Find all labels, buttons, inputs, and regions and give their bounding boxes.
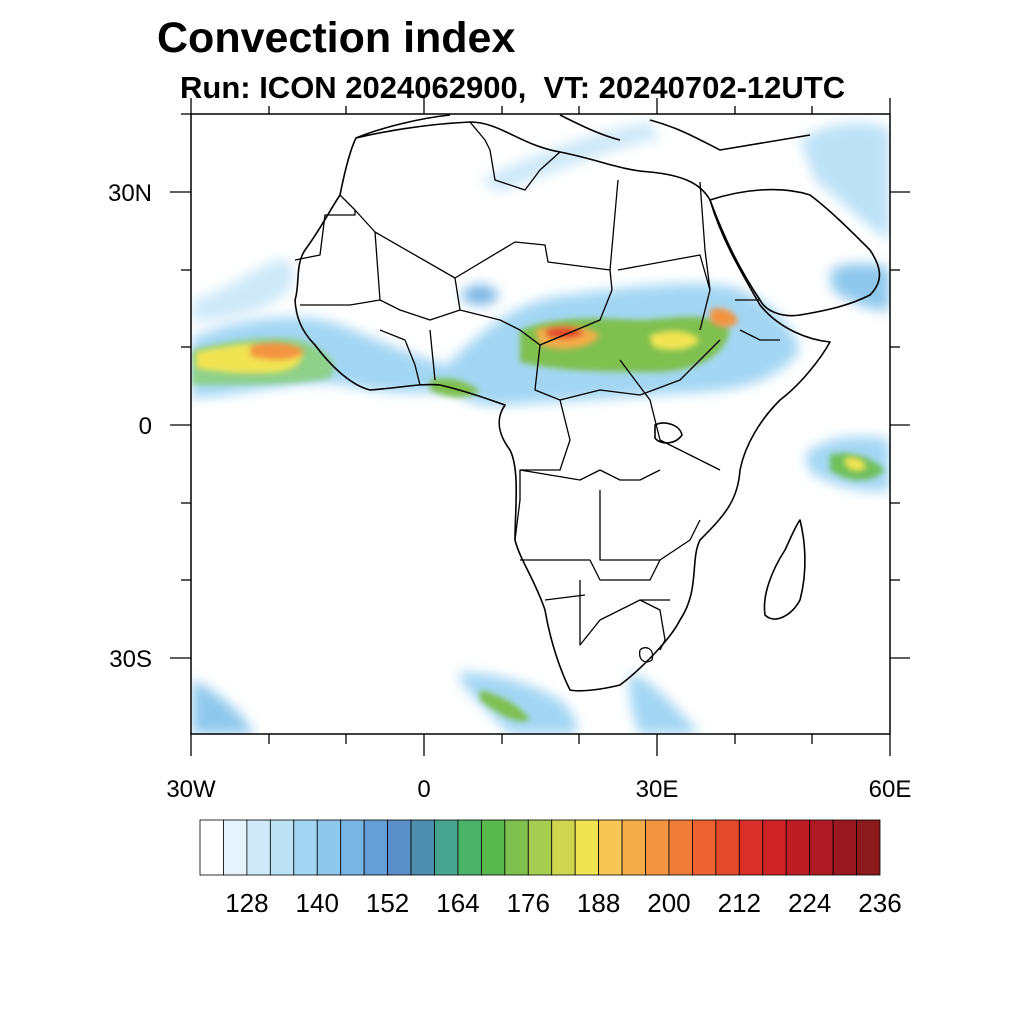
africa-coastline [294, 121, 831, 692]
colorbar-swatch [410, 819, 435, 876]
colorbar-label: 152 [366, 888, 409, 918]
colorbar-swatch [363, 819, 388, 876]
colorbar-label: 212 [718, 888, 761, 918]
colorbar: 128 140 152 164 176 188 200 212 224 236 [199, 819, 902, 918]
chart-title: Convection index [157, 14, 516, 62]
convection-field [192, 122, 890, 734]
colorbar-label: 128 [225, 888, 268, 918]
colorbar-swatch [457, 819, 482, 876]
colorbar-swatch [223, 819, 248, 876]
lat-label-30n: 30N [108, 180, 152, 207]
colorbar-label: 188 [577, 888, 620, 918]
colorbar-label: 140 [296, 888, 339, 918]
mediterranean-north-coast [355, 114, 811, 151]
colorbar-label: 164 [436, 888, 479, 918]
colorbar-swatch [504, 819, 529, 876]
lon-label-30e: 30E [636, 776, 679, 803]
map-boundaries [294, 114, 881, 692]
colorbar-swatch [715, 819, 740, 876]
colorbar-swatch [692, 819, 717, 876]
colorbar-swatch [856, 819, 881, 876]
colorbar-label: 200 [647, 888, 690, 918]
colorbar-swatch [269, 819, 295, 876]
colorbar-swatch [293, 819, 318, 876]
colorbar-swatch [738, 819, 764, 876]
colorbar-swatch [832, 819, 857, 876]
lon-label-60e: 60E [869, 776, 912, 803]
colorbar-swatch [785, 819, 811, 876]
madagascar-coastline [763, 519, 806, 620]
colorbar-swatch [762, 819, 787, 876]
colorbar-swatch [645, 819, 670, 876]
convection-strong-areas [196, 308, 866, 471]
lon-label-0: 0 [417, 776, 430, 803]
colorbar-swatch [434, 819, 459, 876]
colorbar-label: 236 [858, 888, 901, 918]
colorbar-swatch [246, 819, 271, 876]
colorbar-swatch [551, 819, 576, 876]
colorbar-swatch [809, 819, 834, 876]
colorbar-swatch [387, 819, 412, 876]
lake-victoria [654, 422, 683, 444]
colorbar-swatch [199, 819, 224, 876]
lon-label-30w: 30W [166, 776, 216, 803]
colorbar-swatch [668, 819, 693, 876]
colorbar-label: 224 [788, 888, 831, 918]
colorbar-swatch [574, 819, 600, 876]
colorbar-swatch [621, 819, 646, 876]
colorbar-swatch [340, 819, 365, 876]
tick-marks [170, 98, 910, 756]
convection-light-areas [192, 122, 890, 734]
colorbar-swatch [598, 819, 623, 876]
lat-label-30s: 30S [109, 646, 152, 673]
colorbar-swatch [480, 819, 506, 876]
colorbar-swatch [316, 819, 342, 876]
colorbar-label: 176 [507, 888, 550, 918]
plot-frame [190, 113, 891, 735]
chart-subtitle: Run: ICON 2024062900, VT: 20240702-12UTC [180, 70, 846, 105]
arabia-coastline [709, 188, 881, 317]
colorbar-swatch [527, 819, 553, 876]
country-borders [294, 121, 780, 663]
lat-label-0: 0 [139, 413, 152, 440]
